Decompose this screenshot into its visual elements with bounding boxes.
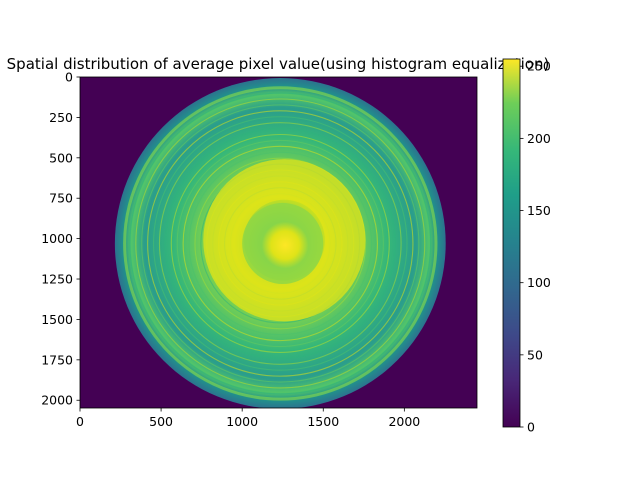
- ring-texture: [129, 92, 432, 395]
- axes-frame: [79, 76, 478, 409]
- ring-texture: [158, 122, 402, 365]
- inner-bright-ring: [203, 159, 366, 322]
- y-tick-label: 2000: [41, 393, 73, 408]
- ring-texture: [182, 145, 378, 342]
- y-tick-label: 1250: [41, 272, 73, 287]
- x-tick-label: 1500: [307, 414, 339, 429]
- y-tick-label: 750: [49, 191, 73, 206]
- y-tick-label: 500: [49, 150, 73, 165]
- ring-texture: [170, 133, 390, 354]
- colorbar-tick-label: 0: [527, 420, 535, 435]
- y-axis: 0 250 500 750 1000 1250 1500 1750 2000: [41, 70, 80, 408]
- heatmap-image: [114, 78, 446, 408]
- ring-texture: [153, 116, 408, 371]
- colorbar-frame: [502, 58, 521, 428]
- chart-title: Spatial distribution of average pixel va…: [7, 55, 550, 73]
- plot-area: 0 500 1000 1500 2000 0 250 500 750 1000 1250 1500 1…: [41, 70, 478, 429]
- colorbar-tick-label: 250: [527, 59, 551, 74]
- ring-texture: [141, 104, 420, 383]
- y-tick-label: 1000: [41, 231, 73, 246]
- y-tick-label: 1750: [41, 352, 73, 367]
- ring-texture: [194, 157, 367, 330]
- colorbar: 0 50 100 150 200 250: [502, 58, 551, 435]
- colorbar-tick-label: 50: [527, 347, 543, 362]
- colorbar-axis: 0 50 100 150 200 250: [520, 59, 551, 435]
- rim-band: [123, 86, 438, 401]
- x-tick-label: 500: [149, 414, 173, 429]
- y-tick-label: 0: [65, 70, 73, 85]
- x-tick-label: 2000: [388, 414, 420, 429]
- x-tick-label: 0: [76, 414, 84, 429]
- colorbar-gradient: [503, 59, 520, 427]
- y-tick-label: 250: [49, 110, 73, 125]
- y-tick-label: 1500: [41, 312, 73, 327]
- ring-texture: [164, 128, 396, 359]
- x-axis: 0 500 1000 1500 2000: [76, 408, 420, 429]
- ring-texture: [188, 151, 373, 336]
- ring-texture: [135, 98, 426, 389]
- x-tick-label: 1000: [226, 414, 258, 429]
- colorbar-tick-label: 150: [527, 203, 551, 218]
- center-spot: [261, 221, 309, 269]
- colorbar-tick-label: 200: [527, 131, 551, 146]
- ring-texture: [176, 139, 384, 348]
- colorbar-tick-label: 100: [527, 275, 551, 290]
- ring-texture: [147, 110, 414, 377]
